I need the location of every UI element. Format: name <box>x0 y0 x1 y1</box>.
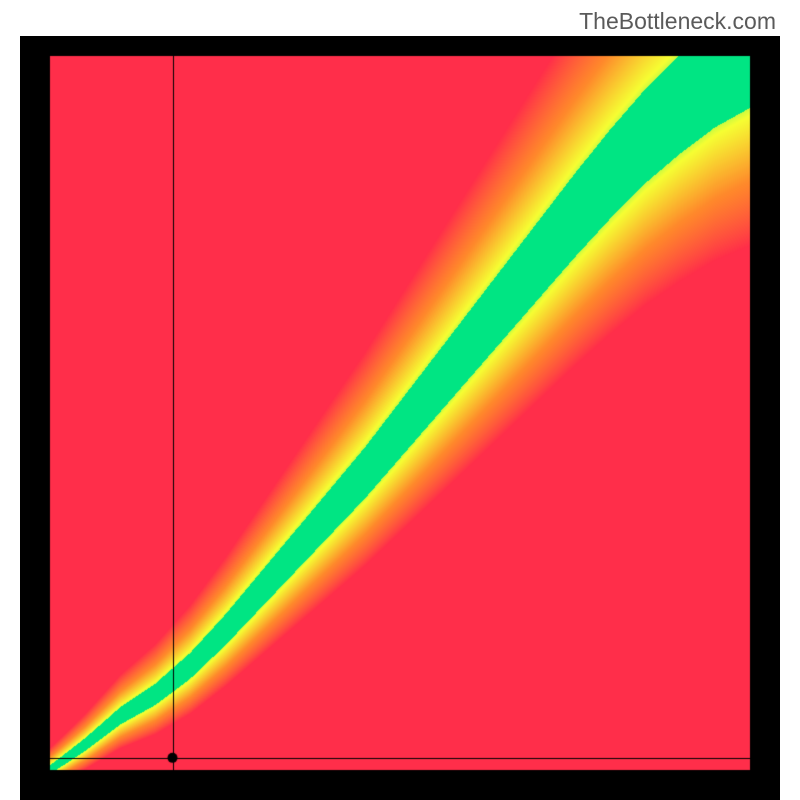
heatmap-canvas <box>20 36 780 800</box>
plot-area <box>20 36 780 800</box>
chart-container: TheBottleneck.com <box>0 0 800 800</box>
watermark-text: TheBottleneck.com <box>579 8 776 35</box>
